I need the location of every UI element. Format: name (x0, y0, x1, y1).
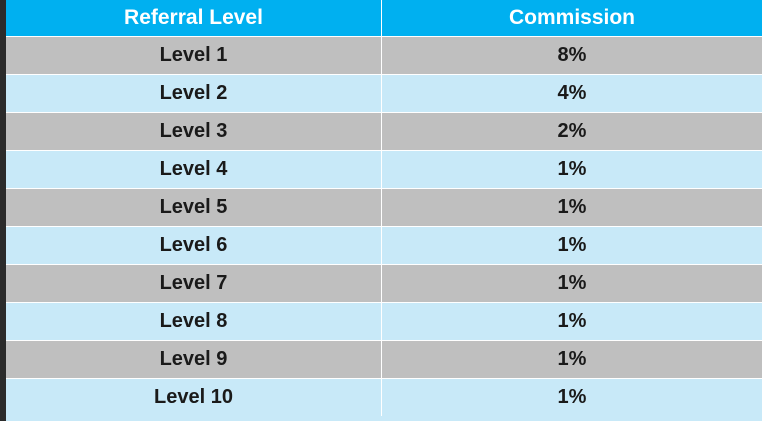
commission-cell: 1% (382, 226, 762, 264)
referral-level-cell: Level 4 (6, 150, 382, 188)
commission-table: Referral Level Commission Level 1 8% Lev… (6, 0, 762, 416)
table-row: Level 10 1% (6, 378, 762, 416)
table-row: Level 9 1% (6, 340, 762, 378)
referral-level-cell: Level 2 (6, 74, 382, 112)
commission-cell: 1% (382, 302, 762, 340)
commission-cell: 1% (382, 188, 762, 226)
header-commission: Commission (382, 0, 762, 36)
header-row: Referral Level Commission (6, 0, 762, 36)
commission-cell: 2% (382, 112, 762, 150)
table-row: Level 7 1% (6, 264, 762, 302)
referral-level-cell: Level 7 (6, 264, 382, 302)
header-referral-level: Referral Level (6, 0, 382, 36)
commission-cell: 1% (382, 340, 762, 378)
table-row: Level 3 2% (6, 112, 762, 150)
commission-cell: 8% (382, 36, 762, 74)
referral-level-cell: Level 1 (6, 36, 382, 74)
referral-level-cell: Level 10 (6, 378, 382, 416)
referral-level-cell: Level 8 (6, 302, 382, 340)
table-row: Level 5 1% (6, 188, 762, 226)
commission-cell: 1% (382, 150, 762, 188)
referral-level-cell: Level 5 (6, 188, 382, 226)
referral-level-cell: Level 6 (6, 226, 382, 264)
commission-cell: 1% (382, 378, 762, 416)
commission-cell: 1% (382, 264, 762, 302)
table-row: Level 2 4% (6, 74, 762, 112)
commission-table-container: Referral Level Commission Level 1 8% Lev… (6, 0, 762, 421)
table-row: Level 8 1% (6, 302, 762, 340)
commission-cell: 4% (382, 74, 762, 112)
table-row: Level 4 1% (6, 150, 762, 188)
referral-level-cell: Level 9 (6, 340, 382, 378)
table-row: Level 1 8% (6, 36, 762, 74)
table-row: Level 6 1% (6, 226, 762, 264)
referral-level-cell: Level 3 (6, 112, 382, 150)
